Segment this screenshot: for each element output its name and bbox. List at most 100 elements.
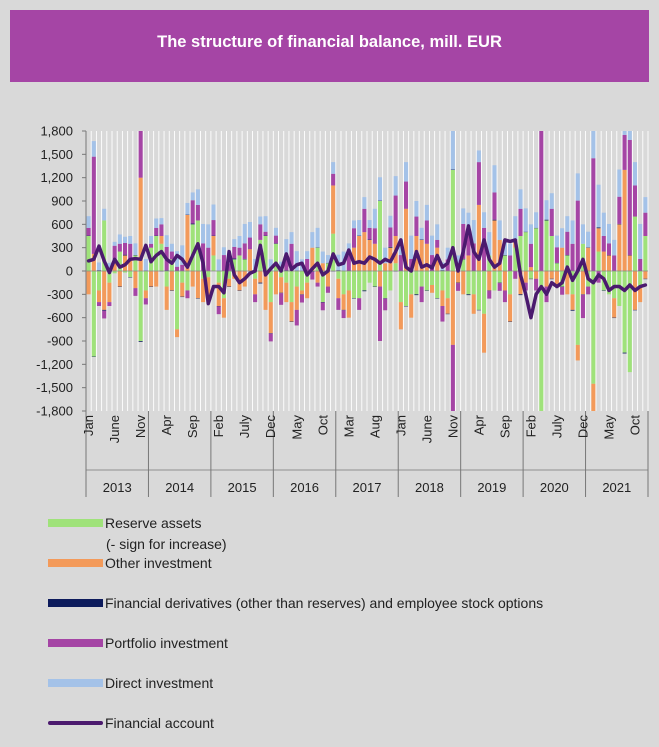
year-label: 2020 (540, 480, 569, 495)
other-bar (492, 220, 497, 271)
reserve-bar (96, 271, 102, 291)
other-bar (169, 271, 174, 291)
portfolio-bar (565, 231, 570, 256)
y-tick-label: 1,200 (40, 170, 73, 185)
portfolio-bar (351, 228, 357, 248)
portfolio-bar (190, 200, 195, 224)
reserve-bar (513, 247, 518, 271)
portfolio-bar (388, 227, 393, 247)
other-bar (544, 271, 549, 287)
other-bar (482, 313, 487, 353)
reserve-bar (497, 271, 502, 283)
portfolio-bar (143, 298, 148, 305)
reserve-bar (138, 271, 143, 341)
legend-swatch (48, 679, 103, 687)
reserve-bar (315, 247, 320, 271)
reserve-bar (351, 271, 357, 299)
direct-bar (320, 251, 325, 264)
portfolio-bar (403, 181, 409, 209)
y-tick-label: -900 (47, 334, 73, 349)
reserve-bar (305, 271, 310, 283)
other-bar (362, 232, 367, 271)
other-bar (331, 185, 336, 234)
x-month-label: June (107, 415, 122, 443)
reserve-bar (133, 255, 138, 271)
reserve-bar (606, 271, 612, 295)
other-bar (606, 255, 612, 271)
other-bar (549, 271, 554, 279)
portfolio-bar (325, 286, 331, 293)
legend-label: Direct investment (105, 675, 214, 691)
reserve-bar (461, 259, 466, 271)
other-bar (554, 271, 559, 287)
legend-swatch (48, 559, 103, 567)
reserve-bar (86, 236, 91, 271)
direct-bar (242, 223, 247, 244)
portfolio-bar (117, 243, 122, 252)
other-bar (502, 271, 507, 291)
reserve-bar (482, 271, 487, 314)
y-tick-label: 1,500 (40, 147, 73, 162)
reserve-bar (622, 271, 627, 353)
direct-bar (133, 243, 138, 256)
other-bar (398, 302, 403, 330)
axes (82, 130, 649, 497)
reserve-bar (554, 263, 559, 271)
reserve-bar (638, 271, 643, 287)
reserve-bar (393, 263, 398, 271)
portfolio-bar (440, 306, 445, 322)
reserve-bar (627, 271, 632, 373)
reserve-bar (502, 255, 507, 271)
financial-bar (102, 309, 107, 311)
financial-bar (362, 290, 367, 292)
reserve-bar (528, 271, 533, 279)
portfolio-bar (476, 162, 481, 205)
year-label: 2019 (477, 480, 506, 495)
other-bar (154, 271, 159, 287)
x-month-label: Apr (471, 414, 486, 435)
direct-bar (383, 247, 388, 264)
reserve-bar (508, 271, 513, 295)
reserve-bar (263, 236, 268, 271)
direct-bar (393, 176, 398, 196)
portfolio-bar (96, 302, 102, 306)
direct-bar (107, 262, 112, 271)
direct-bar (419, 227, 424, 240)
portfolio-bar (91, 156, 96, 254)
legend-swatch (48, 639, 103, 647)
other-bar (289, 302, 294, 322)
portfolio-bar (482, 227, 487, 271)
direct-bar (580, 224, 585, 244)
legend-swatch (48, 599, 103, 607)
direct-bar (362, 197, 367, 209)
direct-bar (164, 235, 169, 247)
direct-bar (367, 220, 372, 228)
portfolio-bar (237, 247, 242, 256)
reserve-bar (440, 271, 445, 291)
portfolio-bar (606, 243, 612, 256)
other-bar (102, 271, 107, 310)
reserve-bar (539, 271, 544, 411)
financial-account-line (86, 224, 648, 320)
portfolio-bar (461, 223, 466, 259)
portfolio-bar (549, 208, 554, 236)
direct-bar (518, 189, 523, 209)
direct-bar (117, 234, 122, 244)
reserve-bar (268, 271, 273, 303)
direct-bar (190, 192, 195, 201)
direct-bar (284, 239, 289, 255)
direct-bar (586, 231, 591, 248)
portfolio-bar (253, 294, 258, 303)
direct-bar (96, 262, 102, 271)
reserve-bar (643, 236, 648, 271)
other-bar (445, 298, 450, 314)
reserve-bar (596, 251, 601, 271)
direct-bar (497, 220, 502, 240)
reserve-bar (273, 243, 278, 271)
portfolio-bar (310, 271, 315, 280)
portfolio-bar (513, 271, 518, 279)
portfolio-bar (534, 278, 539, 291)
portfolio-bar (570, 243, 575, 271)
reserve-bar (91, 271, 96, 357)
portfolio-bar (518, 208, 523, 236)
